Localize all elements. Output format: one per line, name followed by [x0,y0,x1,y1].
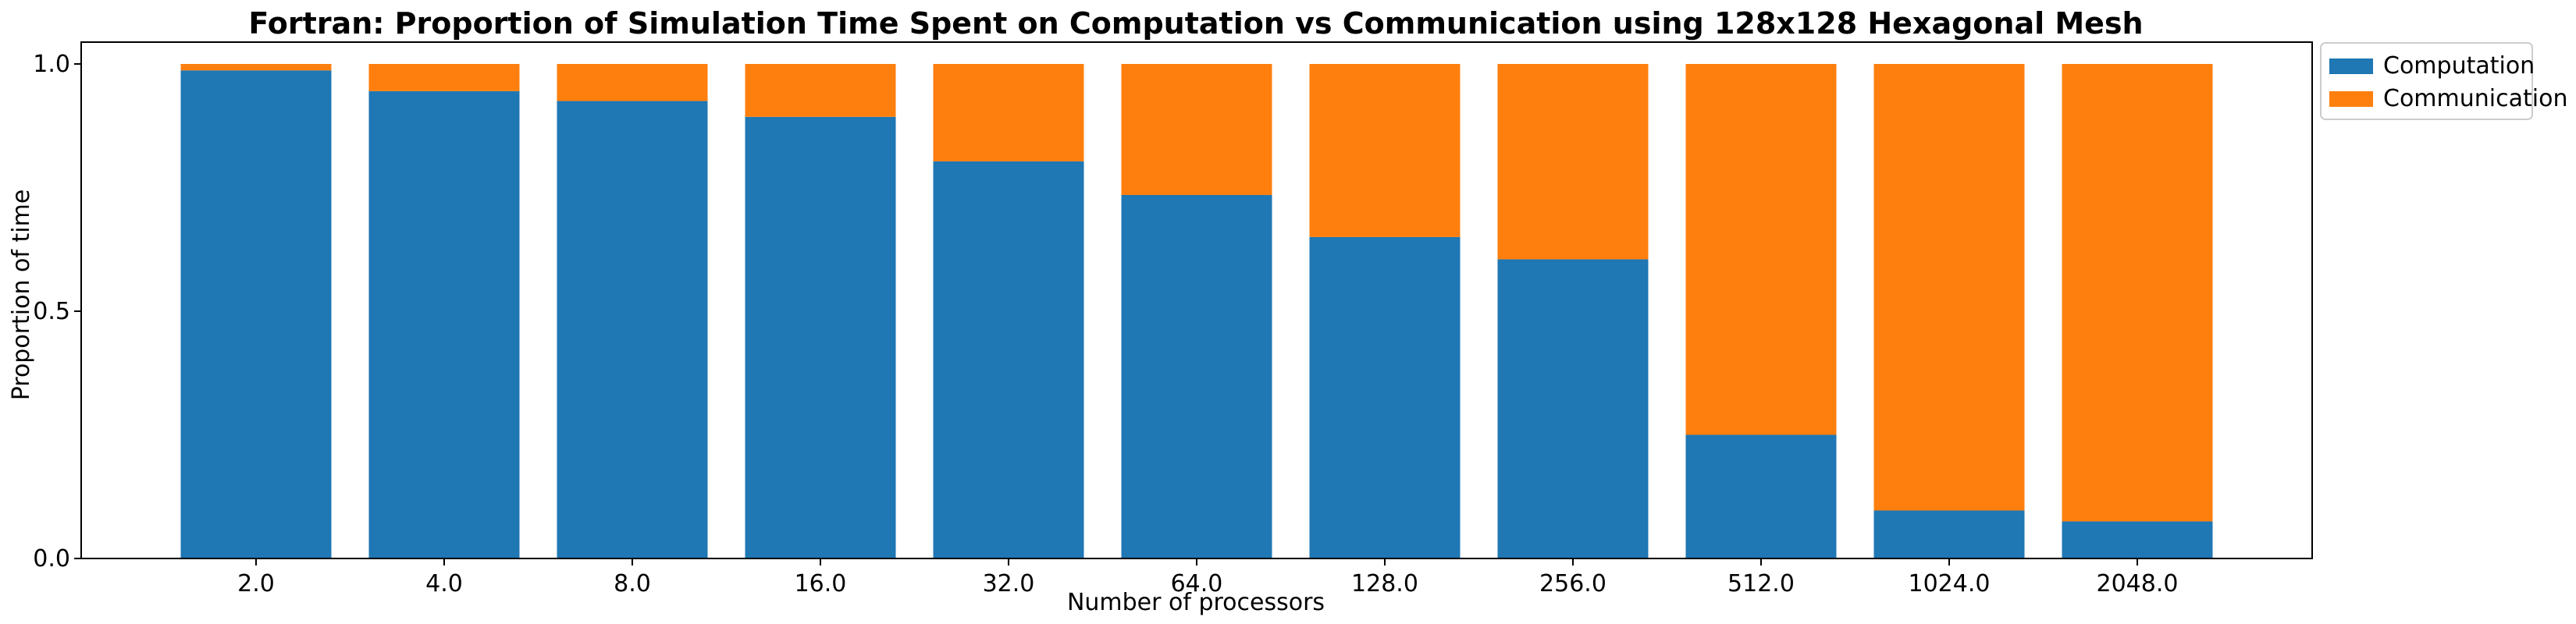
x-tick-label: 2048.0 [2097,570,2179,597]
bar-computation-128.0 [1309,236,1461,558]
x-axis: 2.0 4.0 8.0 16.0 32.0 64.0 128.0 256.0 512.0 1024… [237,558,2178,597]
bar-computation-1024.0 [1873,510,2025,558]
legend-label-communication: Communication [2383,85,2567,112]
bar-communication-1024.0 [1873,64,2025,511]
x-tick-label: 1024.0 [1909,570,1991,597]
x-tick-label: 32.0 [983,570,1035,597]
bar-communication-4.0 [368,64,520,91]
legend-box [2320,42,2533,120]
y-axis-label: Proportion of time [8,190,35,401]
bars-group [180,64,2213,559]
x-tick-label: 2.0 [237,570,275,597]
bar-communication-128.0 [1309,64,1461,237]
legend-swatch-communication [2329,91,2373,107]
bar-communication-8.0 [557,64,708,101]
x-tick-label: 4.0 [425,570,463,597]
y-tick-label: 1.0 [33,51,70,78]
legend: Computation Communication [2320,42,2567,120]
legend-label-computation: Computation [2383,52,2535,80]
bar-computation-32.0 [933,161,1084,558]
bar-communication-64.0 [1121,64,1272,196]
bar-computation-2.0 [180,70,332,558]
bar-communication-256.0 [1497,64,1649,260]
bar-communication-16.0 [745,64,896,117]
bar-communication-2048.0 [2062,64,2213,522]
bar-communication-512.0 [1685,64,1837,435]
y-axis: 0.0 0.5 1.0 [33,51,81,573]
bar-computation-64.0 [1121,195,1272,558]
x-tick-label: 16.0 [795,570,847,597]
bar-computation-256.0 [1497,259,1649,558]
bar-computation-8.0 [557,101,708,559]
x-axis-label: Number of processors [1067,589,1325,616]
x-tick-label: 8.0 [614,570,651,597]
legend-swatch-computation [2329,58,2373,74]
x-tick-label: 64.0 [1171,570,1223,597]
chart-title: Fortran: Proportion of Simulation Time S… [248,6,2143,41]
x-tick-label: 512.0 [1727,570,1795,597]
x-tick-label: 128.0 [1351,570,1418,597]
y-tick-label: 0.0 [33,545,70,573]
bar-computation-2048.0 [2062,521,2213,558]
bar-computation-16.0 [745,116,896,558]
bar-communication-32.0 [933,64,1084,161]
bar-communication-2.0 [180,64,332,71]
bar-computation-512.0 [1685,434,1837,558]
x-tick-label: 256.0 [1539,570,1606,597]
bar-computation-4.0 [368,90,520,559]
y-tick-label: 0.5 [33,298,70,325]
